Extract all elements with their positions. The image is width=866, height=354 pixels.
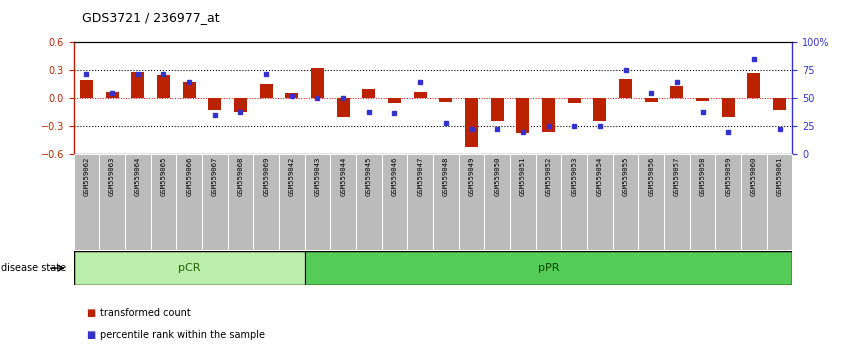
Bar [612, 154, 638, 250]
Bar [510, 154, 536, 250]
Text: GSM559062: GSM559062 [83, 157, 89, 196]
Bar [536, 154, 561, 250]
Text: GSM559049: GSM559049 [469, 157, 475, 196]
Text: GDS3721 / 236977_at: GDS3721 / 236977_at [82, 11, 220, 24]
Bar [100, 154, 125, 250]
Bar [561, 154, 587, 250]
Bar [362, 89, 375, 98]
Text: transformed count: transformed count [100, 308, 191, 318]
Bar [253, 154, 279, 250]
Bar [209, 98, 221, 110]
Text: disease state: disease state [1, 263, 66, 273]
Bar [689, 154, 715, 250]
Bar [74, 251, 305, 285]
Bar [773, 98, 786, 110]
Bar [279, 154, 305, 250]
Bar [645, 98, 657, 102]
Bar [407, 154, 433, 250]
Text: GSM559045: GSM559045 [365, 157, 372, 196]
Bar [330, 154, 356, 250]
Bar [587, 154, 612, 250]
Text: GSM559052: GSM559052 [546, 157, 552, 196]
Bar [286, 93, 298, 98]
Text: GSM559051: GSM559051 [520, 157, 526, 196]
Bar [183, 82, 196, 98]
Bar [382, 154, 407, 250]
Text: GSM559056: GSM559056 [649, 157, 654, 196]
Bar [459, 154, 484, 250]
Text: GSM559069: GSM559069 [263, 157, 269, 196]
Bar [516, 98, 529, 133]
Text: percentile rank within the sample: percentile rank within the sample [100, 330, 265, 339]
Text: pCR: pCR [178, 263, 200, 273]
Bar [619, 79, 632, 98]
Bar [638, 154, 664, 250]
Text: ■: ■ [87, 308, 96, 318]
Text: GSM559055: GSM559055 [623, 157, 629, 196]
Bar [766, 154, 792, 250]
Bar [337, 98, 350, 117]
Text: GSM559044: GSM559044 [340, 157, 346, 196]
Text: GSM559060: GSM559060 [751, 157, 757, 196]
Bar [741, 154, 766, 250]
Bar [311, 68, 324, 98]
Bar [125, 154, 151, 250]
Text: GSM559050: GSM559050 [494, 157, 501, 196]
Bar [74, 154, 100, 250]
Text: GSM559053: GSM559053 [572, 157, 577, 196]
Bar [234, 98, 247, 112]
Bar [260, 84, 273, 98]
Bar [568, 98, 580, 103]
Bar [484, 154, 510, 250]
Bar [542, 98, 555, 132]
Text: GSM559048: GSM559048 [443, 157, 449, 196]
Text: GSM559066: GSM559066 [186, 157, 192, 196]
Text: GSM559043: GSM559043 [314, 157, 320, 196]
Text: GSM559068: GSM559068 [237, 157, 243, 196]
Bar [465, 98, 478, 147]
Text: GSM559057: GSM559057 [674, 157, 680, 196]
Text: GSM559061: GSM559061 [777, 157, 783, 196]
Bar [157, 75, 170, 98]
Bar [356, 154, 382, 250]
Bar [305, 251, 792, 285]
Bar [433, 154, 459, 250]
Bar [305, 154, 330, 250]
Text: GSM559059: GSM559059 [725, 157, 731, 196]
Bar [132, 72, 145, 98]
Bar [151, 154, 177, 250]
Text: GSM559058: GSM559058 [700, 157, 706, 196]
Bar [670, 86, 683, 98]
Bar [491, 98, 504, 121]
Bar [228, 154, 253, 250]
Bar [439, 98, 452, 102]
Bar [80, 80, 93, 98]
Text: GSM559042: GSM559042 [289, 157, 294, 196]
Bar [388, 98, 401, 103]
Text: GSM559054: GSM559054 [597, 157, 603, 196]
Text: GSM559063: GSM559063 [109, 157, 115, 196]
Bar [202, 154, 228, 250]
Bar [106, 92, 119, 98]
Text: GSM559064: GSM559064 [135, 157, 141, 196]
Text: GSM559047: GSM559047 [417, 157, 423, 196]
Bar [747, 73, 760, 98]
Bar [593, 98, 606, 121]
Text: GSM559067: GSM559067 [212, 157, 217, 196]
Bar [696, 98, 709, 101]
Text: GSM559065: GSM559065 [160, 157, 166, 196]
Text: ■: ■ [87, 330, 96, 339]
Bar [721, 98, 734, 117]
Bar [177, 154, 202, 250]
Bar [414, 92, 427, 98]
Bar [715, 154, 741, 250]
Bar [664, 154, 689, 250]
Text: pPR: pPR [538, 263, 559, 273]
Text: GSM559046: GSM559046 [391, 157, 397, 196]
